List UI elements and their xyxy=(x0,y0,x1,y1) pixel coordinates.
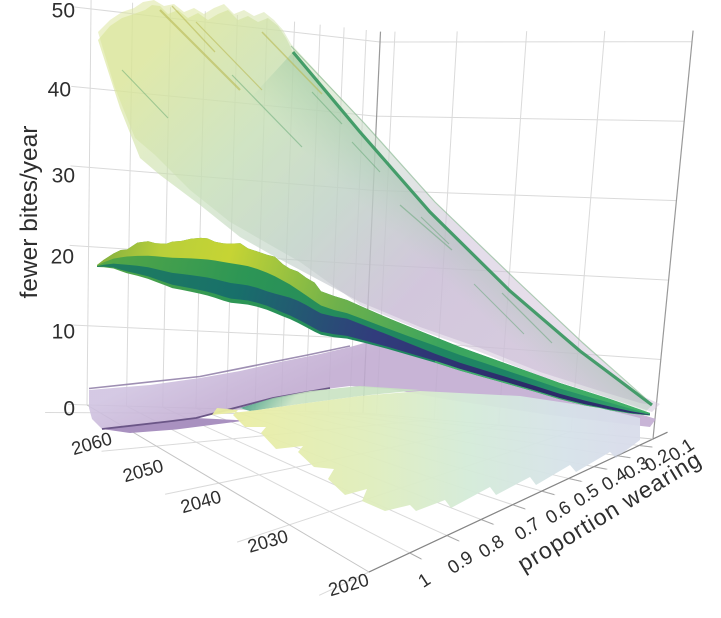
svg-text:0: 0 xyxy=(63,398,75,421)
svg-text:40: 40 xyxy=(48,79,71,102)
svg-text:fewer bites/year: fewer bites/year xyxy=(16,126,43,299)
svg-text:20: 20 xyxy=(51,246,74,269)
svg-text:10: 10 xyxy=(52,321,75,344)
svg-text:50: 50 xyxy=(52,0,75,23)
svg-text:30: 30 xyxy=(52,165,75,188)
